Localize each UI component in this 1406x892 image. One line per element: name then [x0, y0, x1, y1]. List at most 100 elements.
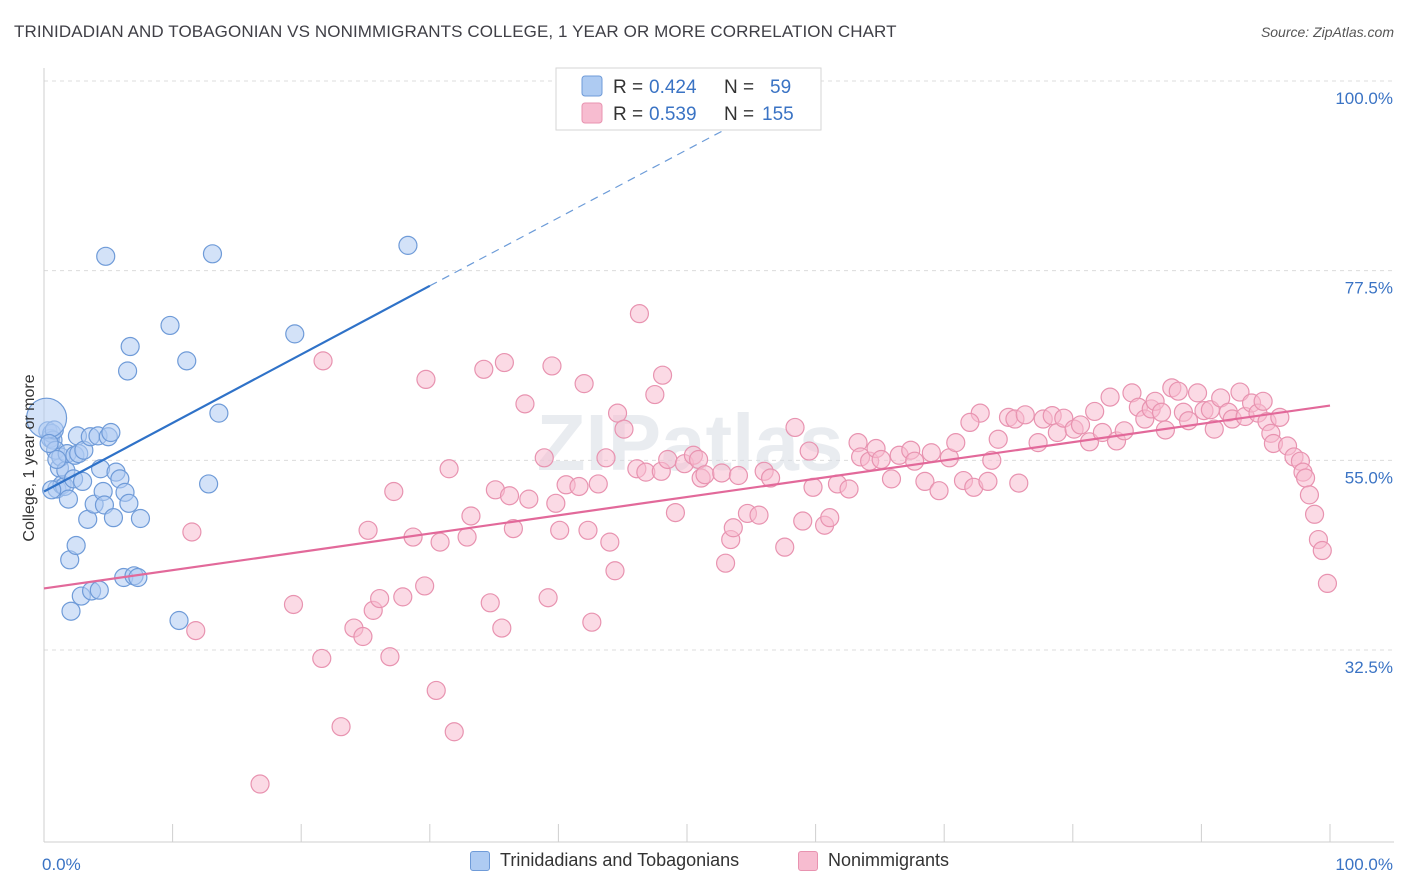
- nonimmigrants-point: [426, 680, 446, 701]
- nonimmigrants-point: [946, 433, 966, 453]
- nonimmigrants-point: [534, 448, 554, 468]
- nonimmigrants-point: [723, 518, 743, 538]
- y-tick-labels: 100.0% 77.5% 55.0% 32.5%: [1335, 89, 1393, 677]
- nonimmigrants-point: [715, 553, 736, 573]
- x-tick-labels: 0.0% 100.0%: [42, 855, 1393, 874]
- trinidadians-points: [25, 235, 418, 631]
- nonimmigrants-point: [645, 384, 665, 405]
- nonimmigrants-point: [283, 594, 304, 615]
- y-tick-label: 100.0%: [1335, 89, 1393, 108]
- trinidadians-point: [177, 351, 197, 371]
- trinidadians-point: [66, 535, 86, 556]
- nonimmigrants-point: [313, 351, 333, 371]
- nonimmigrants-point: [1009, 473, 1029, 493]
- nonimmigrants-point: [457, 527, 477, 547]
- trinidadians-point: [103, 508, 124, 528]
- nonimmigrants-point: [358, 520, 378, 540]
- nonimmigrants-point: [370, 588, 390, 609]
- nonimmigrants-point: [1317, 573, 1338, 594]
- trinidadians-point: [130, 508, 151, 529]
- nonimmigrants-point: [921, 443, 941, 463]
- nonimmigrants-point: [695, 465, 715, 485]
- nonimmigrants-point: [494, 352, 514, 373]
- nonimmigrants-point: [569, 476, 589, 497]
- nonimmigrants-point: [1168, 381, 1188, 401]
- nonimmigrants-point: [1187, 383, 1208, 403]
- bottom-legend-pink: Nonimmigrants: [798, 850, 949, 871]
- nonimmigrants-point: [542, 356, 562, 376]
- nonimmigrants-point: [1295, 468, 1316, 488]
- nonimmigrants-point: [839, 479, 859, 499]
- nonimmigrants-point: [393, 587, 413, 607]
- nonimmigrants-point: [600, 532, 620, 552]
- y-tick-label: 55.0%: [1345, 468, 1393, 487]
- trinidadians-point: [101, 422, 121, 443]
- nonimmigrants-point: [960, 412, 980, 432]
- nonimmigrants-point: [538, 588, 558, 608]
- legend-blue-n-label: N =: [724, 77, 754, 98]
- nonimmigrants-point: [1015, 405, 1035, 425]
- nonimmigrants-point: [1070, 415, 1091, 435]
- nonimmigrants-point: [658, 449, 678, 470]
- nonimmigrants-point: [978, 471, 998, 492]
- legend-blue-r-value: 0.424: [649, 77, 697, 98]
- nonimmigrants-point: [444, 722, 464, 742]
- stats-legend: R = 0.424 N = 59 R = 0.539 N = 155: [555, 67, 822, 131]
- nonimmigrants-point: [905, 451, 925, 471]
- nonimmigrants-point: [519, 489, 539, 509]
- trinidadians-point: [398, 235, 418, 255]
- legend-blue-r-label: R =: [613, 77, 643, 98]
- trinidadians-point: [199, 474, 219, 494]
- nonimmigrants-point: [439, 459, 459, 479]
- nonimmigrants-point: [775, 537, 795, 557]
- nonimmigrants-point: [1299, 485, 1320, 505]
- legend-pink-r-label: R =: [613, 104, 643, 125]
- nonimmigrants-point: [871, 449, 891, 470]
- trinidadians-point: [96, 246, 116, 266]
- legend-pink-n-value: 155: [762, 104, 794, 125]
- nonimmigrants-point: [1253, 391, 1273, 411]
- nonimmigrants-point: [415, 576, 435, 596]
- nonimmigrants-points: [182, 304, 1338, 794]
- chart-title: TRINIDADIAN AND TOBAGONIAN VS NONIMMIGRA…: [14, 22, 897, 41]
- axes: [43, 68, 1394, 843]
- bottom-legend-blue-swatch: [470, 850, 490, 871]
- nonimmigrants-point: [353, 626, 373, 647]
- nonimmigrants-point: [574, 374, 594, 394]
- nonimmigrants-point: [499, 486, 520, 506]
- nonimmigrants-point: [1085, 401, 1105, 422]
- nonimmigrants-point: [614, 419, 634, 439]
- bottom-legend-pink-swatch: [798, 850, 818, 871]
- nonimmigrants-point: [550, 520, 570, 540]
- nonimmigrants-trend-line: [43, 404, 1331, 590]
- trinidadians-point: [39, 433, 59, 454]
- nonimmigrants-point: [799, 441, 819, 461]
- trinidadians-trend-extension: [429, 101, 778, 287]
- trend-lines: [43, 101, 1331, 590]
- trinidadians-point: [58, 489, 79, 509]
- trinidadians-point: [61, 601, 81, 621]
- nonimmigrants-point: [1151, 402, 1172, 422]
- legend-blue-n-value: 59: [770, 77, 791, 98]
- nonimmigrants-point: [250, 774, 270, 794]
- bottom-legend-blue-label: Trinidadians and Tobagonians: [500, 850, 740, 870]
- nonimmigrants-point: [629, 304, 650, 324]
- y-axis-title: College, 1 year or more: [21, 374, 38, 541]
- nonimmigrants-point: [749, 505, 769, 525]
- y-tick-label: 32.5%: [1345, 658, 1393, 677]
- trinidadians-point: [119, 493, 139, 513]
- nonimmigrants-point: [384, 481, 404, 502]
- nonimmigrants-point: [712, 463, 732, 483]
- bottom-legend-blue: Trinidadians and Tobagonians: [470, 850, 739, 871]
- legend-pink-swatch: [581, 102, 603, 124]
- legend-blue-swatch: [581, 75, 603, 97]
- nonimmigrants-point: [1100, 387, 1120, 407]
- nonimmigrants-point: [785, 417, 805, 438]
- nonimmigrants-point: [474, 359, 494, 379]
- nonimmigrants-point: [596, 448, 616, 468]
- nonimmigrants-point: [728, 465, 749, 486]
- x-tick-label: 100.0%: [1335, 855, 1393, 874]
- nonimmigrants-point: [1114, 421, 1134, 441]
- nonimmigrants-point: [331, 717, 351, 737]
